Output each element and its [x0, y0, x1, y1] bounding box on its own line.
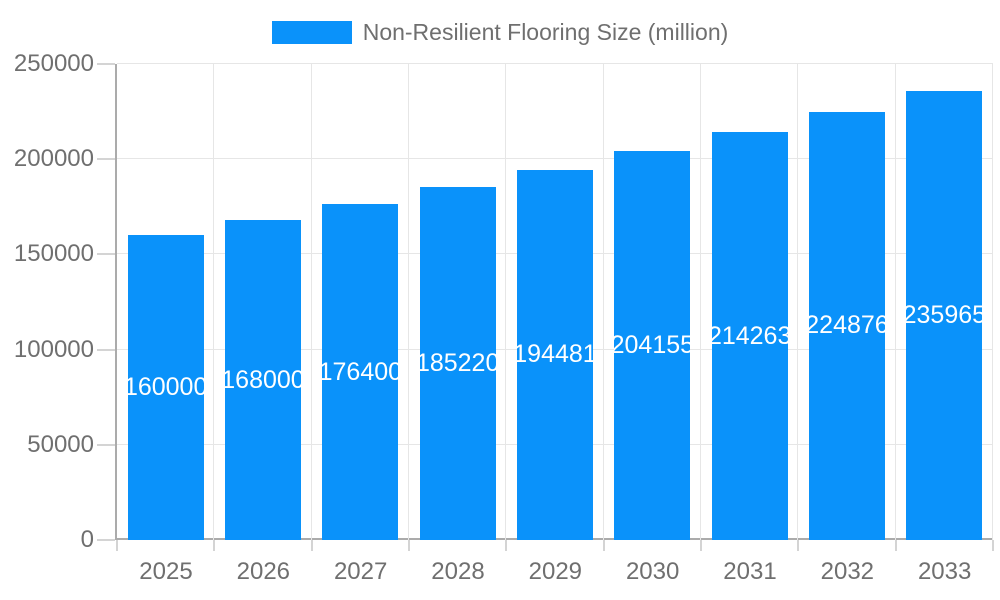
x-axis-tick: [408, 540, 410, 551]
x-axis-tick-label: 2029: [528, 558, 583, 585]
bar-value-label: 224876: [809, 311, 885, 340]
y-axis-tick-label: 200000: [13, 145, 94, 173]
bar-2030: 204155: [614, 151, 691, 540]
y-axis-tick: [97, 253, 115, 256]
bar-2028: 185220: [419, 187, 496, 540]
x-axis-tick-label: 2031: [723, 558, 777, 585]
y-axis-tick-label: 0: [80, 526, 94, 553]
x-axis-tick-label: 2027: [333, 558, 388, 585]
bar-value-label: 160000: [127, 373, 204, 402]
y-axis-tick-label: 250000: [13, 50, 94, 77]
bar-value-label: 204155: [614, 331, 691, 360]
bar-value-label: 214263: [711, 321, 788, 350]
gridline-vertical: [408, 64, 409, 540]
x-axis-tick: [310, 540, 313, 551]
x-axis-tick-label: 2026: [236, 558, 291, 585]
bar-2032: 224876: [809, 111, 885, 540]
bar-value-label: 168000: [225, 365, 301, 394]
y-axis-tick-label: 150000: [13, 240, 94, 268]
y-axis-tick: [97, 443, 115, 446]
plot-area: 160000 168000 176400 185220 194481 204155 2142…: [117, 63, 993, 540]
x-axis-tick-label: 2030: [625, 558, 680, 585]
gridline-vertical: [797, 64, 799, 540]
x-axis-tick: [992, 540, 994, 551]
gridline-vertical: [700, 64, 701, 540]
legend: Non-Resilient Flooring Size (million): [0, 20, 1000, 45]
y-axis-tick: [97, 348, 115, 351]
legend-swatch: [271, 21, 352, 44]
x-axis-tick: [894, 540, 897, 551]
y-axis-tick-label: 100000: [13, 335, 94, 363]
x-axis-tick: [797, 540, 800, 551]
bar-2033: 235965: [906, 90, 983, 540]
x-axis-tick-label: 2033: [917, 558, 972, 585]
gridline-vertical: [310, 64, 312, 540]
y-axis-tick: [97, 158, 115, 161]
gridline-vertical: [213, 64, 215, 540]
y-axis-tick: [97, 539, 115, 541]
x-axis-tick: [602, 540, 605, 551]
x-axis-tick-label: 2028: [431, 558, 485, 585]
bar-value-label: 176400: [322, 357, 399, 386]
y-axis-tick-label: 50000: [27, 430, 94, 458]
y-axis-line: [115, 64, 117, 540]
x-axis-tick: [116, 540, 118, 551]
gridline-vertical: [992, 64, 993, 540]
gridline-vertical: [602, 64, 604, 540]
bar-value-label: 194481: [517, 340, 593, 369]
gridline-horizontal: [117, 63, 993, 64]
gridline-horizontal: [117, 158, 993, 160]
bar-2026: 168000: [225, 220, 301, 540]
bar-2029: 194481: [517, 169, 593, 540]
gridline-vertical: [894, 64, 896, 540]
bar-value-label: 185220: [419, 349, 496, 378]
x-axis-tick: [505, 540, 508, 551]
x-axis-tick-label: 2032: [820, 558, 875, 585]
bar-2025: 160000: [127, 235, 204, 540]
gridline-vertical: [505, 64, 507, 540]
bar-value-label: 235965: [906, 300, 983, 329]
x-axis-tick-label: 2025: [139, 558, 193, 585]
legend-label: Non-Resilient Flooring Size (million): [362, 19, 729, 45]
bar-2031: 214263: [711, 132, 788, 540]
bar-2027: 176400: [322, 204, 399, 540]
x-axis-tick: [213, 540, 216, 551]
x-axis-tick: [700, 540, 702, 551]
y-axis-tick: [97, 63, 115, 65]
